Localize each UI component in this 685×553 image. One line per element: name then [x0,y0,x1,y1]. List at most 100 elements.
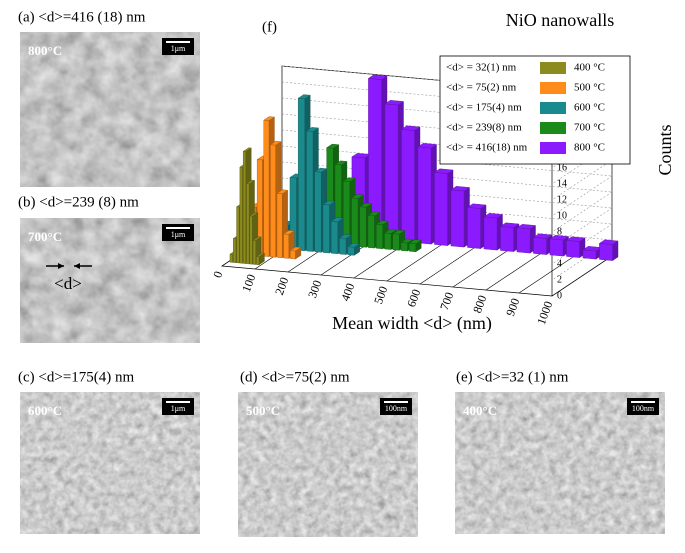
legend-temperature: 400 °C [574,62,605,74]
x-tick-label: 400 [338,281,357,303]
bar [249,215,253,265]
legend-temperature: 800 °C [574,142,605,154]
x-tick-label: 1000 [534,299,555,326]
bar [256,256,260,266]
z-tick-label: 8 [557,226,562,237]
sem-image [455,392,665,534]
z-tick-label: 4 [557,258,562,269]
scale-bar-label: 100nm [632,404,655,413]
x-tick-label: 500 [371,284,390,306]
bar [367,215,375,249]
z-tick-label: 2 [557,274,562,285]
scale-bar-label: 1μm [171,230,186,239]
bar [483,216,498,251]
sem-image [238,392,418,537]
legend-swatch [540,62,566,74]
bar [236,206,240,264]
legend-swatch [540,142,566,154]
bar [467,207,481,249]
bar [263,119,270,257]
x-tick-label: 300 [305,278,324,300]
legend-box [439,55,631,165]
bar [229,253,233,263]
grid-line [551,159,613,201]
x-tick-label: 0 [210,269,225,279]
grid-line [551,191,613,233]
legend-temperature: 500 °C [574,82,605,94]
bar [549,238,564,257]
legend-swatch [540,122,566,134]
z-tick-label: 12 [557,194,567,205]
width-marker: <d> [54,274,82,293]
legend-label: <d> = 239(8) nm [446,122,522,134]
bar [347,246,355,256]
bar [392,233,400,251]
bar [298,97,305,252]
bar [322,204,330,254]
panel-label: (a) <d>=416 (18) nm [18,9,146,25]
arrow-head [58,263,80,269]
scale-bar-label: 100nm [385,404,408,413]
bar [331,220,338,255]
x-tick [485,249,547,291]
bar [566,240,580,258]
bar [242,151,247,264]
bar [359,206,367,248]
bar [314,171,322,253]
bar [409,242,416,253]
x-tick [551,255,613,297]
z-tick-label: 0 [557,290,562,301]
bar [500,226,514,252]
panel-label: (f) [262,19,277,35]
legend-temperature: 600 °C [574,102,605,114]
legend-label: <d> = 175(4) nm [446,102,522,114]
temperature-label: 500°C [246,403,280,418]
x-tick-label: 900 [503,296,522,318]
z-axis-label: Counts [655,124,675,175]
grid-line [551,175,613,217]
panel-label: (b) <d>=239 (8) nm [18,194,139,210]
temperature-label: 600°C [28,403,62,418]
x-tick [518,252,580,294]
z-tick-label: 16 [557,162,567,173]
temperature-label: 700°C [28,229,62,244]
x-tick [419,243,481,285]
legend-swatch [540,102,566,114]
bar [270,144,276,258]
bar [239,166,243,264]
x-tick [452,246,514,288]
x-tick [386,240,448,282]
bar [276,193,283,259]
sem-image [20,392,200,534]
scale-bar-label: 1μm [171,44,186,53]
z-tick-label: 14 [557,178,567,189]
bar [246,183,250,265]
bar [339,237,347,255]
x-tick-label: 600 [404,287,423,309]
bar [306,130,314,252]
bar [283,233,290,259]
panel-label: (d) <d>=75(2) nm [240,369,350,385]
sem-image [20,32,200,187]
legend-temperature: 700 °C [574,122,605,134]
bar [516,227,531,254]
bar [533,237,547,255]
x-tick-label: 100 [239,272,258,294]
bar [376,223,383,250]
bar [233,238,237,263]
temperature-label: 800°C [28,43,62,58]
legend-label: <d> = 32(1) nm [446,62,517,74]
bar [599,243,613,261]
legend-label: <d> = 416(18) nm [446,142,528,154]
x-tick-label: 700 [437,290,456,312]
temperature-label: 400°C [463,403,497,418]
bar [582,249,597,260]
bar [450,189,465,248]
bar [417,146,432,245]
panel-label: (e) <d>=32 (1) nm [456,369,569,385]
bar [384,103,399,242]
bar [384,232,392,250]
bar [434,172,448,246]
chart-title: NiO nanowalls [506,10,614,30]
